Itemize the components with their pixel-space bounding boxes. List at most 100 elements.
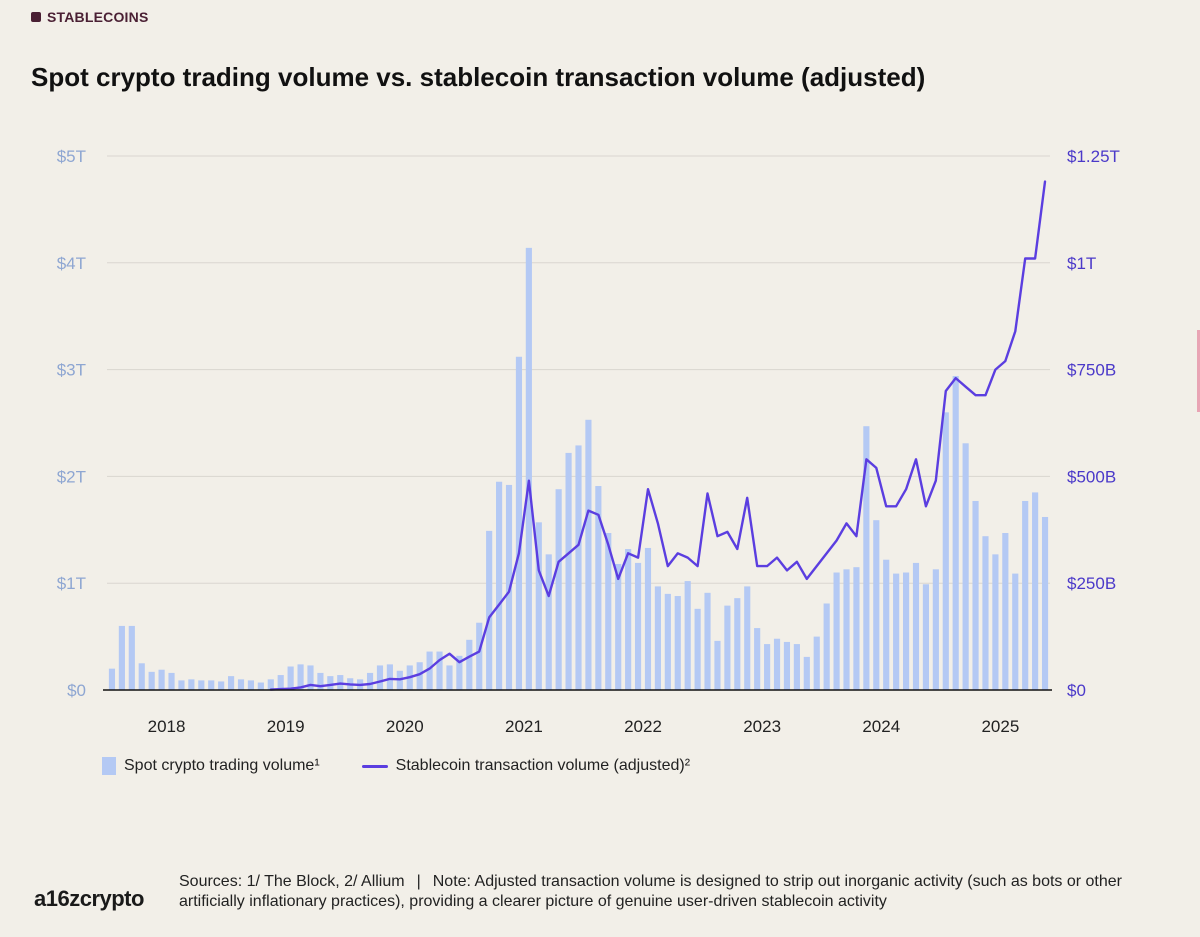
right-tick-label: $1T: [1067, 254, 1096, 273]
bar: [575, 445, 582, 690]
bar: [436, 651, 443, 690]
bar: [684, 581, 691, 690]
tag-label: STABLECOINS: [47, 9, 149, 25]
chart-area: $0 $1T $2T $3T $4T $5T $0 $250B $500B $750B $1T $1…: [57, 147, 1120, 736]
separator: |: [416, 873, 421, 890]
legend-label-spot: Spot crypto trading volume¹: [124, 757, 320, 774]
bar: [525, 247, 532, 690]
bar: [694, 608, 701, 690]
bar: [714, 640, 721, 690]
section-tag: STABLECOINS: [31, 9, 149, 25]
legend-item-spot: Spot crypto trading volume¹: [102, 757, 320, 775]
bar: [208, 680, 215, 690]
left-tick-label: $4T: [57, 254, 86, 273]
right-tick-label: $1.25T: [1067, 147, 1120, 166]
x-tick-label: 2019: [267, 717, 305, 736]
bar: [446, 665, 453, 690]
left-tick-label: $3T: [57, 361, 86, 380]
bar: [366, 672, 374, 690]
left-tick-label: $1T: [57, 574, 86, 593]
x-tick-label: 2018: [148, 717, 186, 736]
bar: [754, 628, 761, 690]
bar: [972, 500, 979, 690]
gridlines: [107, 155, 1050, 584]
bar: [247, 680, 255, 690]
bar: [595, 486, 602, 690]
bar: [654, 586, 661, 690]
bar: [893, 573, 900, 690]
bar: [992, 554, 999, 690]
bar: [585, 419, 592, 690]
right-tick-label: $500B: [1067, 467, 1116, 486]
bar: [764, 644, 771, 690]
note-text: Note: Adjusted transaction volume is des…: [179, 873, 1122, 910]
left-tick-label: $2T: [57, 467, 86, 486]
bar: [883, 559, 890, 690]
bar: [773, 638, 781, 690]
bar: [148, 671, 155, 690]
bar: [1032, 492, 1039, 690]
x-tick-label: 2023: [743, 717, 781, 736]
bar: [535, 522, 542, 690]
right-tick-label: $750B: [1067, 361, 1116, 380]
x-tick-label: 2025: [981, 717, 1019, 736]
bar: [873, 520, 880, 690]
bar: [813, 636, 820, 690]
bar: [863, 426, 870, 690]
x-tick-label: 2024: [862, 717, 900, 736]
bar: [476, 622, 483, 690]
bar: [188, 679, 195, 690]
stablecoin-line: [269, 180, 1047, 691]
bar: [803, 656, 810, 690]
bar: [942, 412, 949, 690]
bar: [267, 679, 274, 690]
bar: [704, 592, 711, 690]
bar: [793, 644, 800, 690]
bar: [982, 536, 989, 690]
right-tick-label: $250B: [1067, 574, 1116, 593]
bar: [466, 639, 473, 690]
x-axis: 2018 2019 2020 2021 2022 2023 2024 2025: [103, 689, 1052, 736]
left-tick-label: $0: [67, 681, 86, 700]
bar: [218, 681, 225, 690]
bar-series: [108, 247, 1049, 690]
line-series: [269, 180, 1047, 691]
bar: [783, 641, 791, 690]
bar: [853, 567, 860, 690]
right-tick-label: $0: [1067, 681, 1086, 700]
tag-square-icon: [31, 12, 41, 22]
a16z-logo: a16zcrypto: [34, 886, 144, 911]
legend-line-swatch-icon: [361, 764, 388, 768]
bar: [1002, 533, 1009, 690]
bar: [833, 572, 840, 690]
bar: [515, 356, 523, 690]
bar: [287, 666, 294, 690]
bar: [178, 680, 185, 690]
bar: [317, 672, 324, 690]
legend-bar-swatch-icon: [102, 757, 116, 775]
bar: [625, 549, 632, 690]
bar: [297, 664, 304, 690]
bar: [237, 679, 245, 690]
bar: [912, 562, 920, 690]
scroll-indicator: [1197, 330, 1200, 412]
bar: [565, 452, 572, 690]
bar: [307, 665, 314, 690]
bar: [108, 668, 116, 690]
bar: [386, 664, 393, 690]
bar: [257, 682, 264, 690]
legend-item-stablecoin: Stablecoin transaction volume (adjusted)…: [320, 757, 690, 775]
bar: [456, 655, 463, 690]
bar: [555, 489, 562, 690]
bar: [158, 669, 165, 690]
bar: [1041, 516, 1049, 690]
bar: [118, 625, 125, 690]
bar: [168, 672, 175, 690]
x-tick-label: 2021: [505, 717, 543, 736]
bar: [138, 663, 145, 690]
bar: [615, 563, 622, 690]
footer-note: Sources: 1/ The Block, 2/ Allium | Note: A…: [179, 872, 1169, 912]
bar: [823, 603, 830, 690]
bar: [674, 596, 681, 690]
bar: [128, 625, 135, 690]
